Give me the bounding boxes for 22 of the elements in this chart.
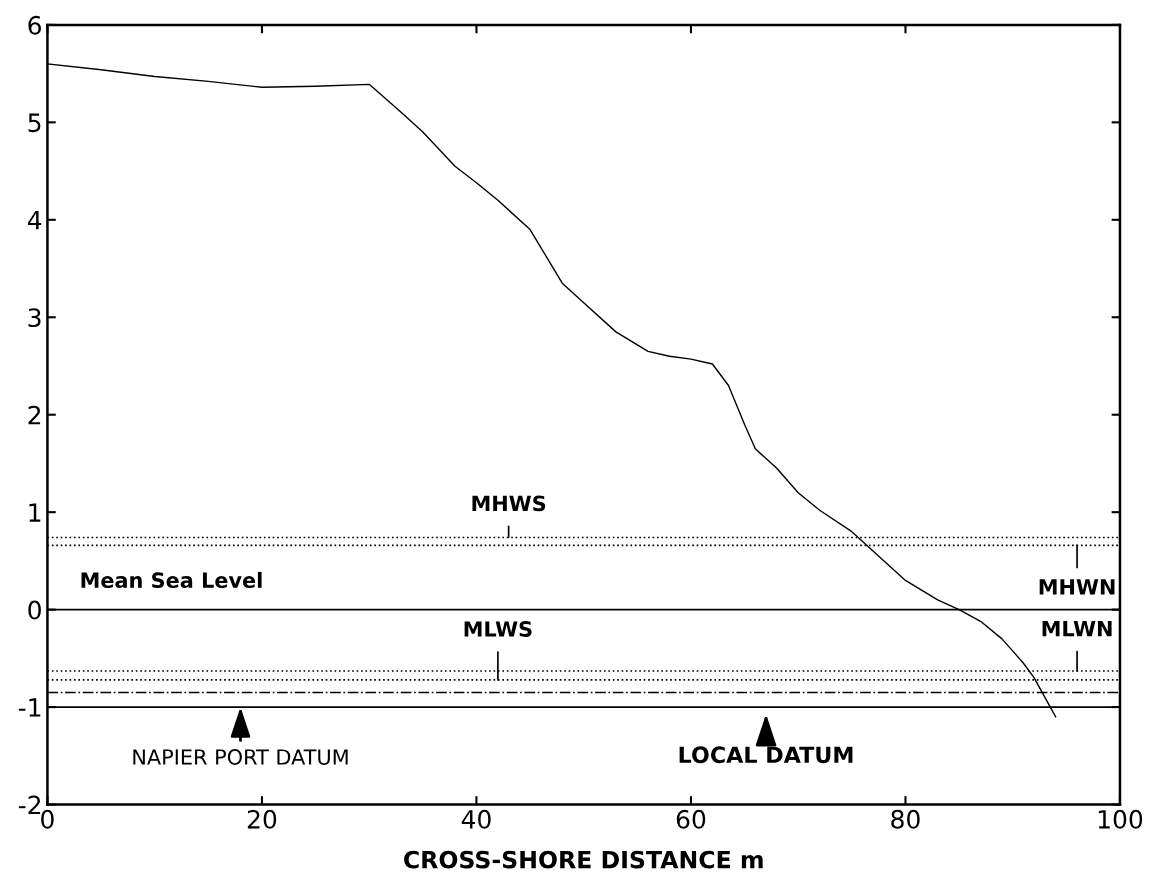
y-tick-label: 5 [28,113,41,133]
annotation: MHWS [472,495,546,512]
x-tick-label: 100 [1098,809,1143,829]
annotation: MLWN [1042,620,1112,637]
annotation: MHWN [1039,579,1115,595]
y-tick-label: 0 [28,600,41,620]
x-tick-label: 20 [247,809,277,829]
x-axis-title: CROSS-SHORE DISTANCE m [404,850,763,869]
y-tick-label: 6 [28,15,41,35]
x-tick-label: 60 [676,809,706,829]
x-tick-label: 40 [461,809,491,829]
annotation: MLWS [464,621,532,637]
y-tick-label: 2 [28,405,41,425]
y-tick-label: 4 [27,211,42,230]
y-tick-label: 1 [29,503,41,522]
annotation: LOCAL DATUM [679,746,853,764]
ref-line-label: Mean Sea Level [81,571,262,589]
y-tick-label: -2 [18,795,41,815]
y-tick-label: -1 [18,698,41,717]
y-tick-label: 3 [28,308,41,328]
annotation: NAPIER PORT DATUM [133,749,348,765]
x-tick-label: 80 [891,809,920,829]
